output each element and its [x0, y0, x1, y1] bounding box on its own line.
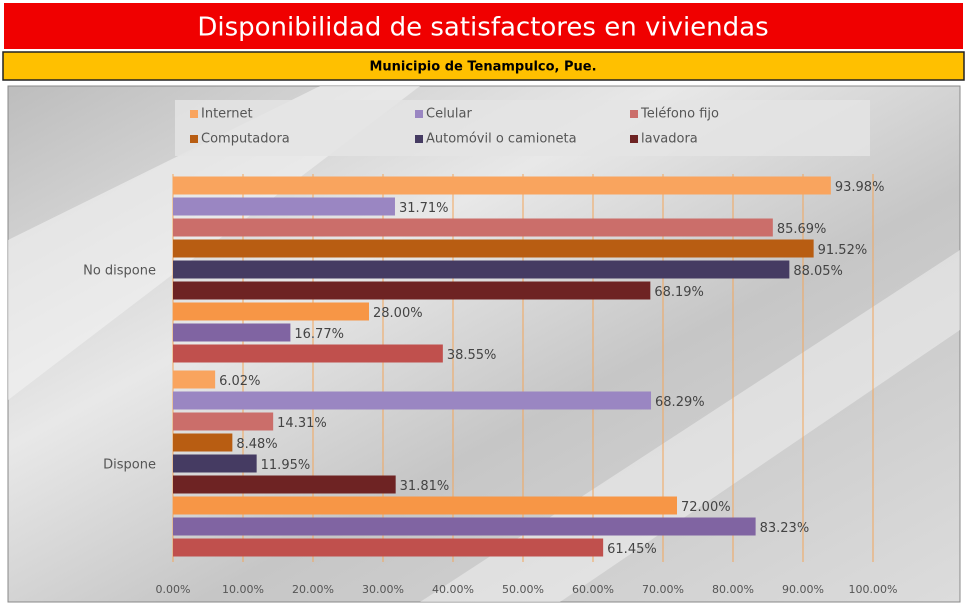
x-tick-label: 30.00%	[362, 583, 404, 596]
value-label: 91.52%	[818, 243, 868, 258]
legend-label: Celular	[426, 107, 473, 122]
subtitle-band	[2, 51, 965, 81]
legend-label: Teléfono fijo	[640, 107, 719, 122]
bar	[173, 323, 291, 342]
value-label: 31.71%	[399, 201, 449, 216]
x-tick-label: 60.00%	[572, 583, 614, 596]
y-tick-label: Dispone	[103, 458, 156, 473]
bar	[173, 496, 677, 515]
bar	[173, 218, 773, 237]
bar	[173, 344, 443, 363]
bar	[173, 281, 651, 300]
value-label: 61.45%	[607, 542, 657, 557]
legend-swatch	[415, 135, 423, 143]
chart-subtitle: Municipio de Tenampulco, Pue.	[369, 60, 596, 75]
legend-swatch	[630, 110, 638, 118]
bar	[173, 433, 233, 452]
y-tick-label: No dispone	[83, 264, 156, 279]
value-label: 68.19%	[654, 285, 704, 300]
legend-label: Internet	[201, 107, 253, 122]
bar	[173, 454, 257, 473]
x-tick-label: 10.00%	[222, 583, 264, 596]
x-tick-label: 90.00%	[782, 583, 824, 596]
x-tick-label: 70.00%	[642, 583, 684, 596]
bar	[173, 391, 652, 410]
value-label: 38.55%	[447, 348, 497, 363]
bar	[173, 197, 395, 216]
value-label: 88.05%	[793, 264, 843, 279]
legend-label: lavadora	[641, 132, 698, 147]
x-tick-label: 0.00%	[156, 583, 191, 596]
bar	[173, 260, 790, 279]
legend-box	[175, 100, 870, 156]
bar	[173, 176, 831, 195]
bar	[173, 517, 756, 536]
legend-label: Computadora	[201, 132, 290, 147]
legend-swatch	[190, 110, 198, 118]
bar	[173, 302, 369, 321]
value-label: 31.81%	[400, 479, 450, 494]
value-label: 68.29%	[655, 395, 705, 410]
value-label: 72.00%	[681, 500, 731, 515]
value-label: 83.23%	[760, 521, 810, 536]
legend-swatch	[415, 110, 423, 118]
value-label: 11.95%	[261, 458, 311, 473]
value-label: 8.48%	[236, 437, 277, 452]
value-label: 28.00%	[373, 306, 423, 321]
x-tick-label: 100.00%	[849, 583, 898, 596]
x-tick-label: 40.00%	[432, 583, 474, 596]
bar	[173, 370, 216, 389]
bar	[173, 239, 814, 258]
chart-title: Disponibilidad de satisfactores en vivie…	[197, 13, 768, 43]
value-label: 85.69%	[777, 222, 827, 237]
x-tick-label: 20.00%	[292, 583, 334, 596]
value-label: 6.02%	[219, 374, 260, 389]
legend-swatch	[630, 135, 638, 143]
title-band	[2, 1, 965, 51]
x-tick-label: 80.00%	[712, 583, 754, 596]
value-label: 93.98%	[835, 180, 885, 195]
bar	[173, 538, 604, 557]
bar	[173, 412, 274, 431]
value-label: 16.77%	[294, 327, 344, 342]
legend-swatch	[190, 135, 198, 143]
value-label: 14.31%	[277, 416, 327, 431]
bar	[173, 475, 396, 494]
x-tick-label: 50.00%	[502, 583, 544, 596]
legend-label: Automóvil o camioneta	[426, 132, 577, 147]
